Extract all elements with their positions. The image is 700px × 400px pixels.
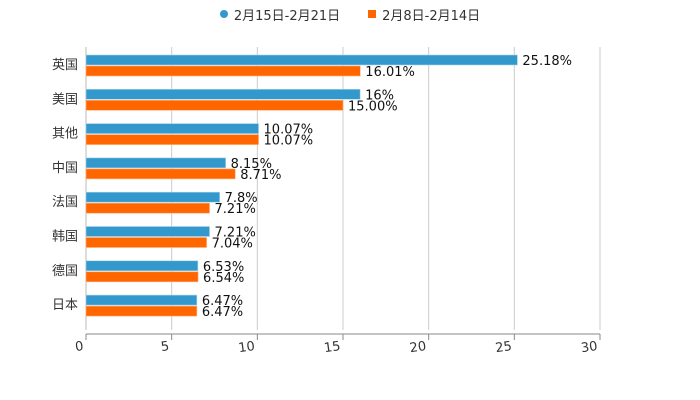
x-tick-label: 5: [160, 339, 170, 355]
value-label: 7.8%: [225, 191, 258, 206]
legend-item-series0[interactable]: 2月15日-2月21日: [219, 5, 341, 24]
bar-series0[interactable]: [85, 89, 361, 100]
bar-series0[interactable]: [85, 191, 220, 203]
bar-series1[interactable]: [85, 202, 210, 214]
legend-item-series1[interactable]: 2月8日-2月14日: [368, 5, 480, 24]
x-tick-label: 0: [74, 339, 84, 355]
value-label: 6.47%: [202, 294, 243, 309]
category-label: 美国: [52, 92, 78, 107]
value-label: 6.47%: [202, 305, 243, 320]
value-label: 8.71%: [240, 168, 281, 183]
bar-series1[interactable]: [85, 237, 207, 248]
bar-series1[interactable]: [85, 134, 259, 145]
series1-marker-icon: [368, 10, 377, 18]
value-label: 8.15%: [231, 157, 272, 172]
x-tick-label: 25: [494, 339, 512, 356]
bar-series0[interactable]: [85, 157, 226, 169]
series0-marker-icon: [219, 10, 228, 18]
bar-series0[interactable]: [85, 226, 210, 237]
category-label: 英国: [52, 58, 78, 73]
value-label: 7.21%: [215, 226, 256, 241]
bar-series0[interactable]: [85, 260, 199, 272]
value-label: 7.21%: [215, 202, 256, 217]
category-label: 德国: [52, 264, 78, 279]
x-tick-label: 10: [237, 339, 255, 356]
value-label: 25.18%: [522, 54, 572, 69]
category-label: 韩国: [52, 230, 78, 245]
bar-series0[interactable]: [85, 294, 198, 306]
chart-legend: 2月15日-2月21日 2月8日-2月14日: [0, 4, 700, 24]
legend-label-series0: 2月15日-2月21日: [233, 8, 341, 24]
category-label: 日本: [52, 298, 78, 313]
x-tick-label: 20: [409, 339, 427, 356]
value-label: 15.00%: [348, 99, 398, 114]
bar-series1[interactable]: [85, 100, 344, 111]
category-label: 中国: [52, 161, 78, 176]
value-label: 16%: [365, 88, 394, 103]
bar-series0[interactable]: [85, 54, 518, 66]
legend-label-series1: 2月8日-2月14日: [382, 8, 481, 24]
value-label: 6.53%: [203, 260, 244, 275]
category-label: 其他: [52, 127, 78, 142]
value-label: 10.07%: [264, 123, 314, 138]
bar-series1[interactable]: [85, 305, 198, 317]
value-label: 16.01%: [365, 65, 415, 80]
bar-series1[interactable]: [85, 168, 236, 180]
x-tick-label: 15: [323, 339, 341, 356]
category-label: 法国: [52, 195, 78, 210]
value-label: 7.04%: [212, 237, 253, 252]
x-tick-label: 30: [580, 339, 598, 356]
value-label: 10.07%: [264, 134, 314, 149]
value-label: 6.54%: [203, 271, 244, 286]
bar-series1[interactable]: [85, 271, 199, 283]
bar-series1[interactable]: [85, 65, 361, 77]
bar-series0[interactable]: [85, 123, 259, 134]
